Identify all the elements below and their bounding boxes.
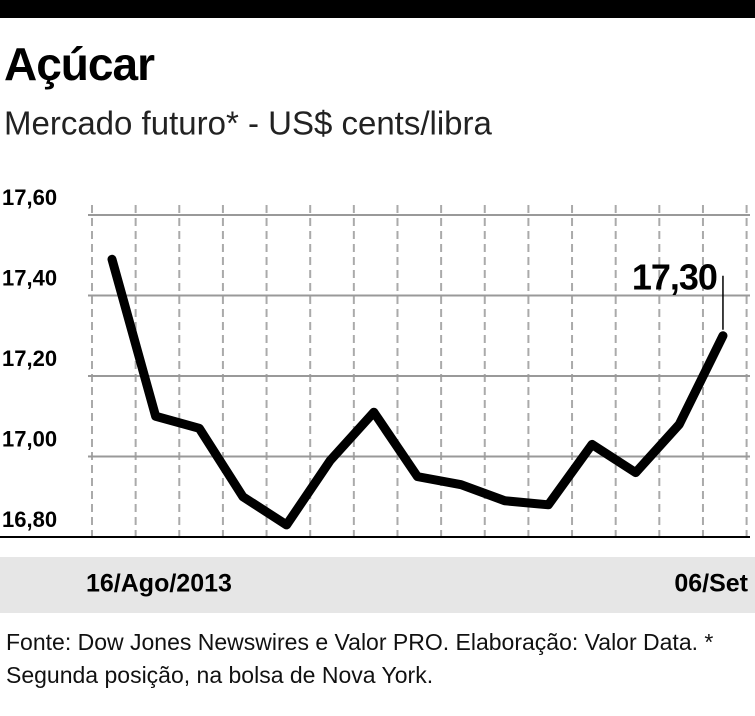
y-tick-label: 17,60 <box>2 185 57 210</box>
value-label: 17,30 <box>632 256 717 297</box>
chart-subtitle: Mercado futuro* - US$ cents/libra <box>4 105 493 142</box>
x-tick-label: 06/Set <box>674 570 748 598</box>
y-tick-label: 17,20 <box>2 346 57 371</box>
x-tick-label: 16/Ago/2013 <box>86 570 232 598</box>
y-tick-label: 16,80 <box>2 507 57 532</box>
line <box>107 254 728 530</box>
chart-title: Açúcar <box>4 38 155 90</box>
source-note: Fonte: Dow Jones Newswires e Valor PRO. … <box>6 629 714 688</box>
chart: Açúcar Mercado futuro* - US$ cents/libra… <box>0 0 755 613</box>
y-tick-label: 17,00 <box>2 426 57 451</box>
x-band <box>0 557 755 613</box>
y-tick-label: 17,40 <box>2 265 57 290</box>
top-bar <box>0 0 755 18</box>
